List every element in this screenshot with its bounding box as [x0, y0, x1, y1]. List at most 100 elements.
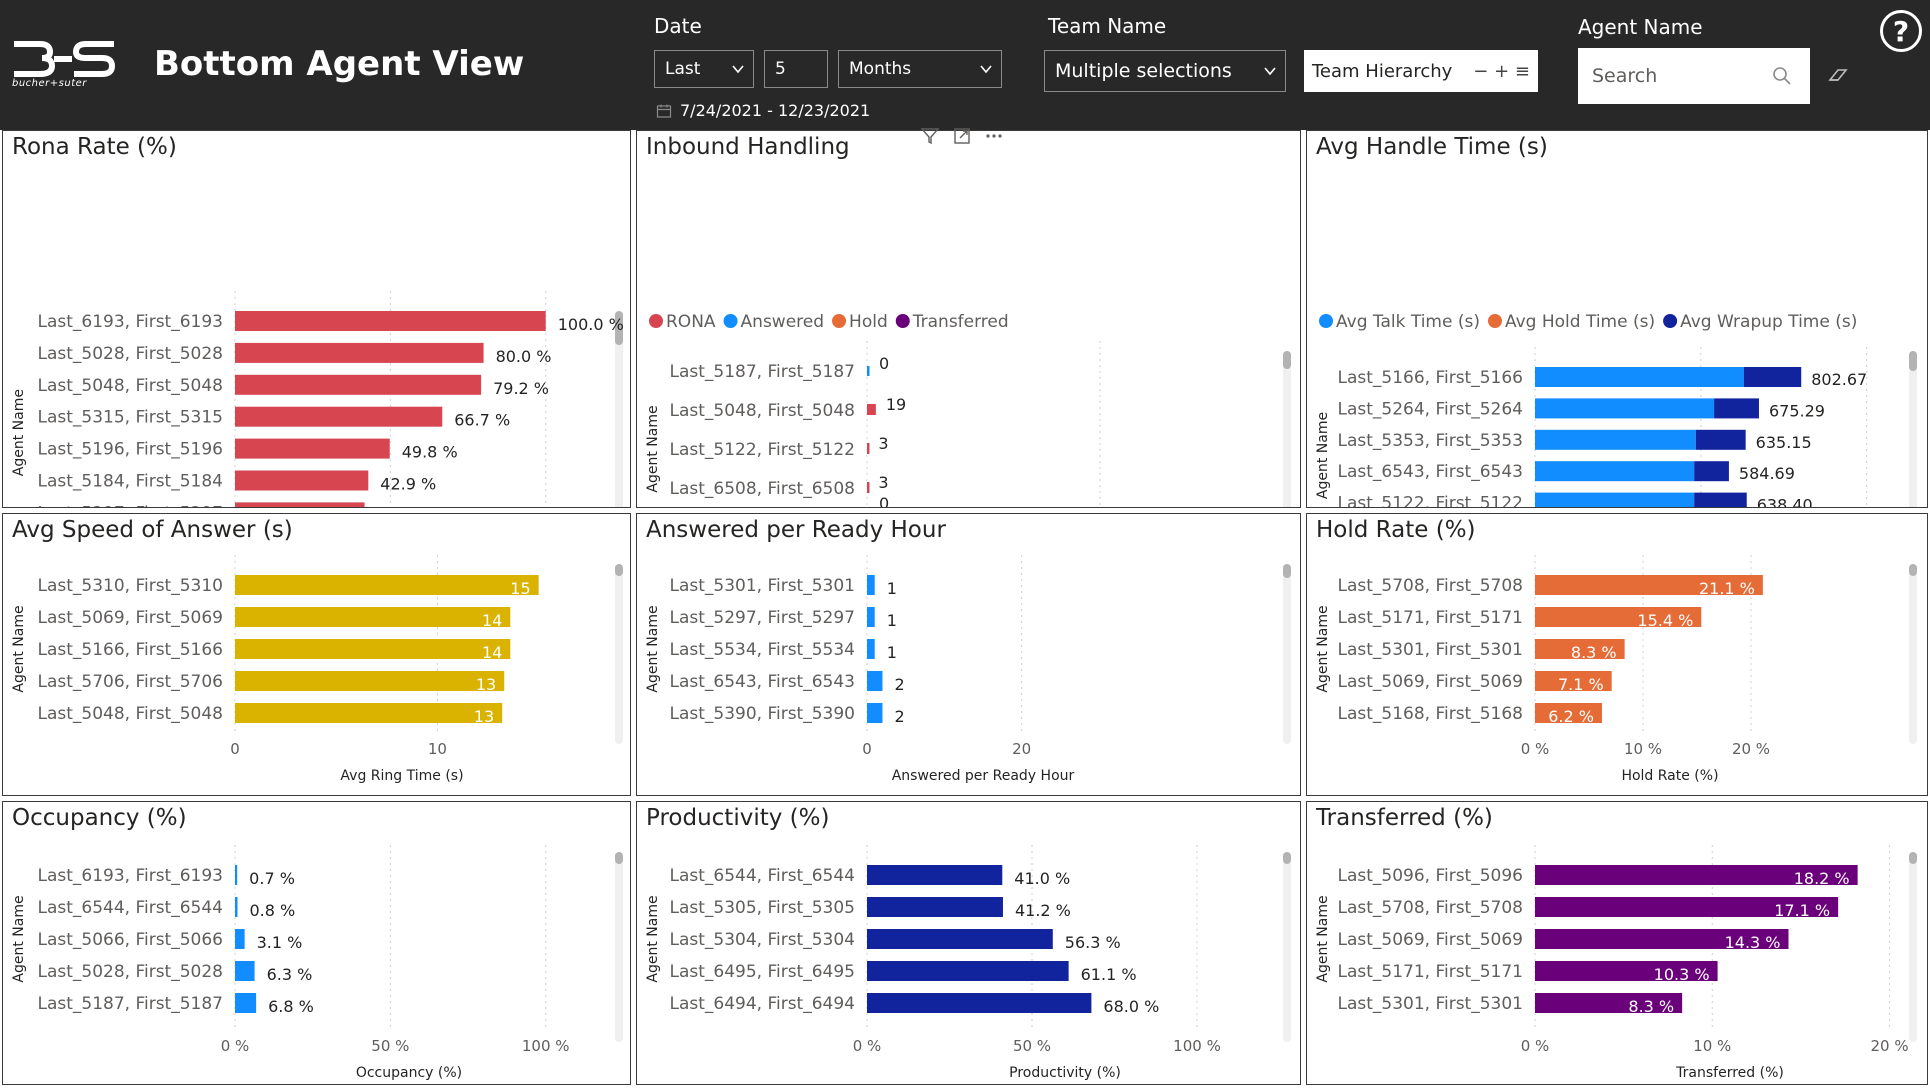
- category-label: Last_6193, First_6193: [37, 866, 223, 886]
- legend-item-0: RONA: [666, 312, 716, 332]
- category-label: Last_6543, First_6543: [669, 672, 855, 692]
- data-label: 1: [887, 611, 897, 630]
- legend-item-2: Avg Wrapup Time (s): [1680, 312, 1857, 332]
- data-label: 80.0 %: [496, 347, 552, 366]
- agent-search-box[interactable]: Search: [1578, 48, 1810, 104]
- date-count-value: 5: [775, 59, 786, 79]
- panel-title: Rona Rate (%): [12, 134, 177, 160]
- category-label: Last_5310, First_5310: [37, 576, 223, 596]
- category-label: Last_5168, First_5168: [1337, 704, 1523, 724]
- team-selection-value: Multiple selections: [1055, 60, 1232, 82]
- category-label: Last_5069, First_5069: [1337, 930, 1523, 950]
- rona-rate-panel[interactable]: Rona Rate (%) 0 %50 %100 %RONA Rate (%)A…: [2, 130, 631, 508]
- panel-title: Avg Handle Time (s): [1316, 134, 1548, 160]
- date-filter-label: Date: [654, 14, 702, 38]
- category-label: Last_5297, First_5297: [37, 503, 223, 508]
- date-unit-value: Months: [849, 59, 912, 79]
- bar: [235, 406, 443, 427]
- bar-segment: [1535, 367, 1744, 387]
- y-axis-title: Agent Name: [645, 895, 661, 982]
- bar: [235, 575, 539, 595]
- y-axis-title: Agent Name: [11, 895, 27, 982]
- data-label: 14: [482, 611, 502, 630]
- date-period-select[interactable]: Last: [654, 50, 754, 88]
- chevron-down-icon: [732, 65, 744, 74]
- transferred-panel[interactable]: Transferred (%) 0 % 10 % 20 % Transferred (…: [1306, 801, 1928, 1085]
- occupancy-panel[interactable]: Occupancy (%) 0 % 50 % 100 % Occupancy (%) A…: [2, 801, 631, 1085]
- team-name-select[interactable]: Multiple selections: [1044, 50, 1286, 92]
- agent-filter-label: Agent Name: [1578, 15, 1703, 39]
- data-label: 100.0 %: [558, 315, 624, 334]
- scrollbar-track: [615, 852, 623, 1042]
- scrollbar-track: [1909, 852, 1917, 1042]
- data-label: 6.2 %: [1548, 707, 1594, 726]
- chevron-down-icon: [1264, 67, 1276, 76]
- bar: [235, 438, 390, 459]
- avg-speed-of-answer-chart: 0 10 Avg Ring Time (s) Agent Name Last_5310,…: [11, 555, 623, 784]
- chevron-down-icon: [980, 65, 992, 74]
- focus-mode-icon[interactable]: [952, 126, 972, 146]
- eraser-clear-icon[interactable]: [1824, 64, 1850, 84]
- panel-title: Avg Speed of Answer (s): [12, 517, 293, 543]
- category-label: Last_5187, First_5187: [37, 994, 223, 1014]
- hierarchy-expand-collapse-controls[interactable]: − + ≡: [1473, 60, 1530, 82]
- y-axis-title: Agent Name: [645, 405, 661, 492]
- scrollbar-thumb: [1909, 564, 1917, 576]
- legend-marker: [1487, 314, 1502, 328]
- data-label: 675.29: [1769, 401, 1825, 420]
- bar: [235, 897, 238, 917]
- bar: [867, 865, 1003, 885]
- data-label: 0: [879, 494, 889, 508]
- scrollbar-track: [615, 564, 623, 744]
- team-hierarchy-slicer[interactable]: Team Hierarchy − + ≡: [1304, 50, 1538, 92]
- category-label: Last_5069, First_5069: [1337, 672, 1523, 692]
- search-icon[interactable]: [1772, 66, 1792, 86]
- filter-icon[interactable]: [920, 126, 940, 146]
- data-label: 2: [894, 675, 904, 694]
- date-range-text: 7/24/2021 - 12/23/2021: [680, 101, 871, 120]
- legend-marker: [649, 314, 663, 328]
- avg-handle-time-panel[interactable]: Avg Handle Time (s) Avg Talk Time (s) Avg…: [1306, 130, 1928, 508]
- date-unit-select[interactable]: Months: [838, 50, 1002, 88]
- hold-rate-panel[interactable]: Hold Rate (%) 0 % 10 % 20 % Hold Rate (%) Ag…: [1306, 513, 1928, 796]
- legend-marker: [1663, 314, 1678, 328]
- inbound-handling-panel[interactable]: Inbound Handling RONA Answered Hold Transfe…: [636, 130, 1301, 508]
- data-label: 0.7 %: [249, 869, 295, 888]
- y-axis-title: Agent Name: [11, 389, 27, 476]
- bar: [867, 961, 1069, 981]
- panel-title: Transferred (%): [1316, 805, 1493, 831]
- data-label: 13: [476, 675, 496, 694]
- bar-segment: [1535, 461, 1695, 482]
- avg-speed-of-answer-panel[interactable]: Avg Speed of Answer (s) 0 10 Avg Ring Time…: [2, 513, 631, 796]
- bar-rona: [867, 482, 870, 493]
- category-label: Last_5028, First_5028: [37, 344, 223, 364]
- data-label: 61.1 %: [1081, 965, 1137, 984]
- y-axis-title: Agent Name: [1315, 895, 1331, 982]
- data-label: 41.7 %: [377, 506, 433, 508]
- more-options-icon[interactable]: [984, 126, 1004, 146]
- bar: [235, 502, 365, 507]
- bar-segment: [1743, 367, 1802, 387]
- bar: [235, 865, 238, 885]
- bar: [1535, 993, 1683, 1013]
- answered-per-ready-hour-panel[interactable]: Answered per Ready Hour 0 20 Answered per …: [636, 513, 1301, 796]
- bar: [235, 470, 369, 491]
- agent-search-input[interactable]: Search: [1592, 65, 1658, 87]
- legend-item-0: Avg Talk Time (s): [1336, 312, 1480, 332]
- date-count-input[interactable]: 5: [764, 50, 828, 88]
- data-label: 6.8 %: [268, 997, 314, 1016]
- bar: [1535, 961, 1718, 981]
- x-axis-title: Avg Ring Time (s): [340, 768, 463, 784]
- legend-item-3: Transferred: [912, 312, 1009, 332]
- data-label: 3: [878, 434, 888, 453]
- x-tick-label: 20 %: [1870, 1037, 1908, 1055]
- category-label: Last_5171, First_5171: [1337, 962, 1523, 982]
- category-label: Last_5166, First_5166: [1337, 368, 1523, 388]
- panel-title: Hold Rate (%): [1316, 517, 1476, 543]
- scrollbar-thumb: [1283, 351, 1291, 369]
- bar: [1535, 865, 1858, 885]
- help-button[interactable]: ?: [1880, 10, 1922, 52]
- x-axis-title: Transferred (%): [1675, 1065, 1784, 1081]
- date-period-value: Last: [665, 59, 701, 79]
- productivity-panel[interactable]: Productivity (%) 0 % 50 % 100 % Productivit…: [636, 801, 1301, 1085]
